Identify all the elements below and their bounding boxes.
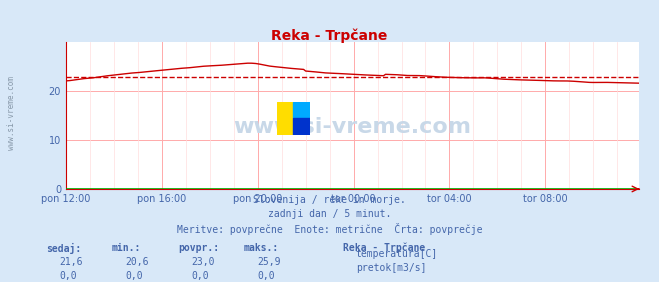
Bar: [293, 102, 310, 118]
Bar: [277, 102, 293, 135]
Text: maks.:: maks.:: [244, 243, 279, 252]
Text: min.:: min.:: [112, 243, 142, 252]
Text: temperatura[C]: temperatura[C]: [356, 249, 438, 259]
Text: 0,0: 0,0: [191, 271, 209, 281]
Text: pretok[m3/s]: pretok[m3/s]: [356, 263, 426, 273]
Text: 20,6: 20,6: [125, 257, 149, 266]
Text: 25,9: 25,9: [257, 257, 281, 266]
Text: www.si-vreme.com: www.si-vreme.com: [233, 117, 472, 137]
Text: zadnji dan / 5 minut.: zadnji dan / 5 minut.: [268, 209, 391, 219]
Text: 23,0: 23,0: [191, 257, 215, 266]
Bar: [293, 118, 310, 135]
Text: Meritve: povprečne  Enote: metrične  Črta: povprečje: Meritve: povprečne Enote: metrične Črta:…: [177, 223, 482, 235]
Text: 0,0: 0,0: [125, 271, 143, 281]
Text: Reka - Trpčane: Reka - Trpčane: [272, 28, 387, 43]
Text: 0,0: 0,0: [59, 271, 77, 281]
Text: Slovenija / reke in morje.: Slovenija / reke in morje.: [253, 195, 406, 204]
Text: www.si-vreme.com: www.si-vreme.com: [7, 76, 16, 150]
Text: sedaj:: sedaj:: [46, 243, 81, 254]
Text: 0,0: 0,0: [257, 271, 275, 281]
Text: povpr.:: povpr.:: [178, 243, 219, 252]
Text: Reka - Trpčane: Reka - Trpčane: [343, 243, 425, 253]
Text: 21,6: 21,6: [59, 257, 83, 266]
